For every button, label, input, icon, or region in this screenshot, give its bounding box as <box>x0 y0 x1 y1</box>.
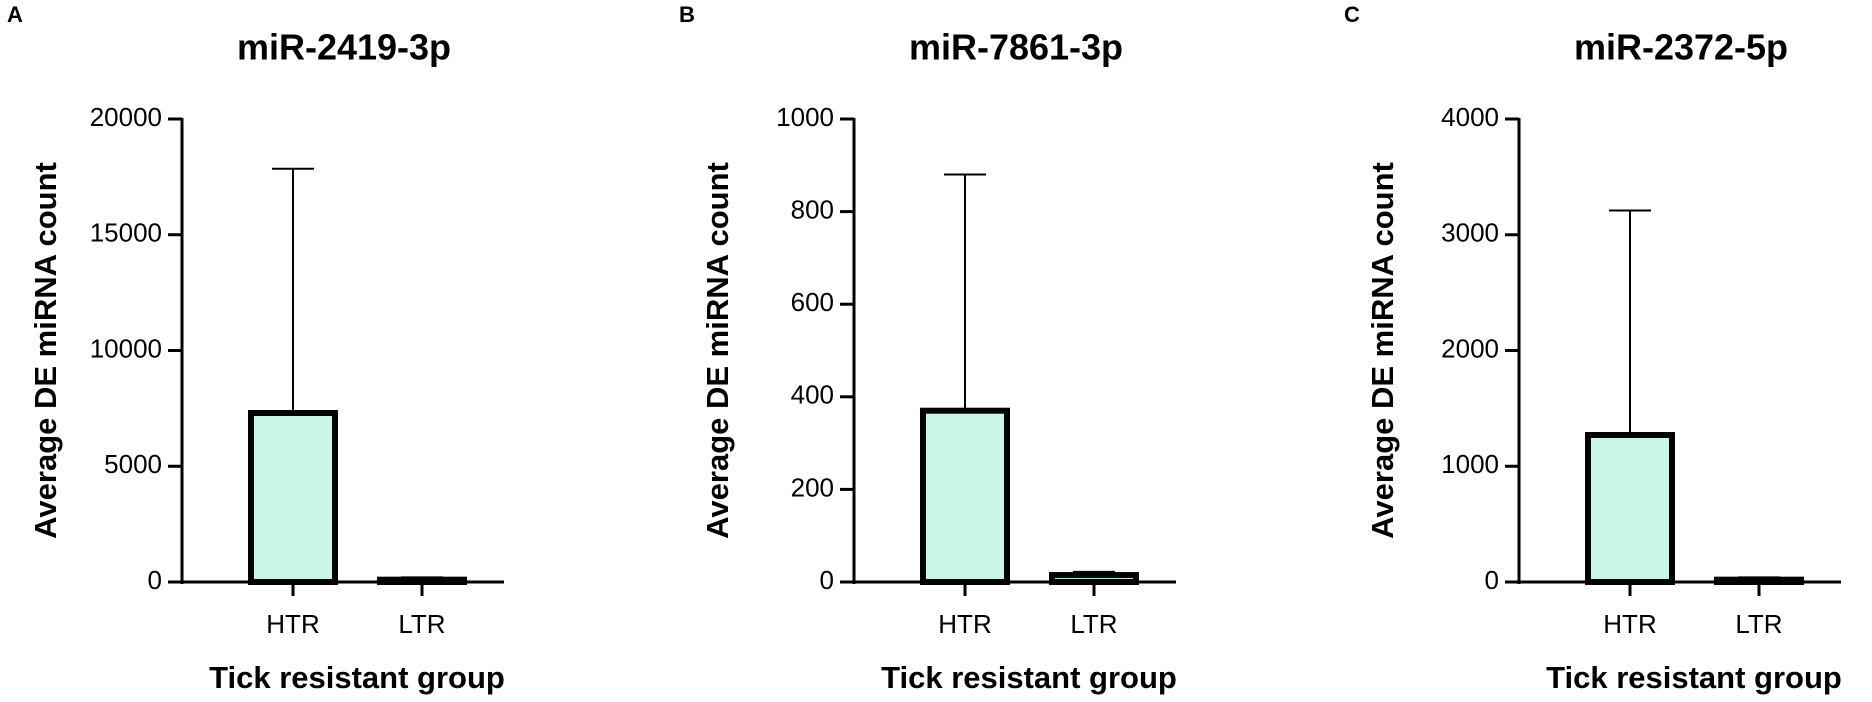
x-axis-label: Tick resistant group <box>1546 660 1842 695</box>
y-tick-label: 800 <box>791 194 834 224</box>
chart-title: miR-2419-3p <box>237 27 451 68</box>
x-axis-label: Tick resistant group <box>881 660 1177 695</box>
y-tick-label: 3000 <box>1441 218 1499 248</box>
bar <box>920 407 1010 585</box>
y-axis-label: Average DE miRNA count <box>28 162 63 539</box>
y-tick-label: 0 <box>1485 565 1499 595</box>
y-tick-label: 4000 <box>1441 102 1499 132</box>
y-tick-label: 200 <box>791 472 834 502</box>
y-tick-label: 10000 <box>90 333 162 363</box>
chart-title: miR-2372-5p <box>1574 27 1788 68</box>
y-tick-label: 600 <box>791 287 834 317</box>
panel-label: C <box>1344 2 1360 27</box>
y-tick-label: 0 <box>148 565 162 595</box>
y-tick-label: 20000 <box>90 102 162 132</box>
y-axis-label: Average DE miRNA count <box>700 162 735 539</box>
panel-label: B <box>679 2 695 27</box>
bar <box>1585 431 1675 585</box>
y-tick-label: 1000 <box>776 102 834 132</box>
y-axis-label: Average DE miRNA count <box>1365 162 1400 539</box>
x-tick-label: LTR <box>1735 609 1782 639</box>
panel-label: A <box>7 2 23 27</box>
x-axis-label: Tick resistant group <box>209 660 505 695</box>
x-tick-label: HTR <box>266 609 319 639</box>
x-tick-label: HTR <box>1603 609 1656 639</box>
x-tick-label: HTR <box>938 609 991 639</box>
y-tick-label: 400 <box>791 380 834 410</box>
y-tick-label: 15000 <box>90 218 162 248</box>
bar <box>377 576 467 585</box>
y-tick-label: 0 <box>820 565 834 595</box>
bar <box>1049 572 1139 585</box>
chart-title: miR-7861-3p <box>909 27 1123 68</box>
x-tick-label: LTR <box>1070 609 1117 639</box>
y-tick-label: 2000 <box>1441 333 1499 363</box>
y-tick-label: 1000 <box>1441 449 1499 479</box>
y-tick-label: 5000 <box>104 449 162 479</box>
bar <box>248 410 338 585</box>
x-tick-label: LTR <box>398 609 445 639</box>
bar <box>1714 576 1804 585</box>
